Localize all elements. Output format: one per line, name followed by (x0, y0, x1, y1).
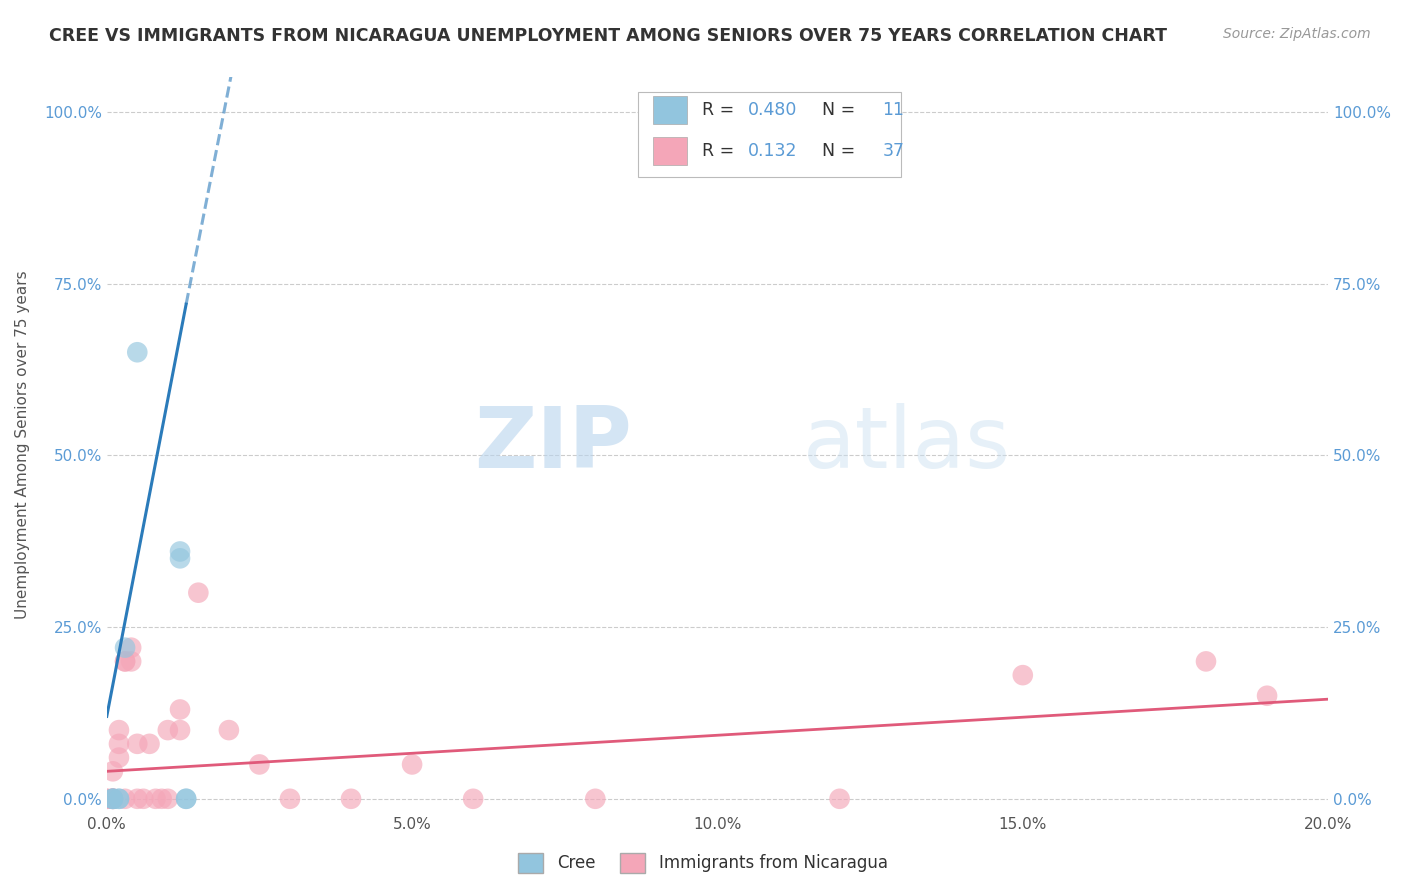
FancyBboxPatch shape (638, 92, 901, 177)
Point (828, 792, 851, 806)
Point (114, 654, 136, 668)
Point (169, 702, 191, 716)
Point (132, 792, 155, 806)
Point (463, 792, 485, 806)
Point (156, 723, 179, 737)
Point (169, 723, 191, 737)
Point (138, 737, 160, 751)
Point (127, 792, 149, 806)
Point (96, 792, 118, 806)
Point (169, 544, 191, 558)
Point (108, 792, 131, 806)
Point (114, 792, 136, 806)
Text: 0.132: 0.132 (748, 142, 797, 161)
Point (145, 792, 167, 806)
Point (169, 551, 191, 566)
Point (1195, 654, 1218, 668)
Text: atlas: atlas (803, 403, 1011, 486)
Point (174, 792, 197, 806)
Point (1011, 668, 1033, 682)
Point (174, 792, 197, 806)
Point (101, 792, 124, 806)
Point (1256, 689, 1278, 703)
Point (101, 792, 124, 806)
Y-axis label: Unemployment Among Seniors over 75 years: Unemployment Among Seniors over 75 years (15, 270, 30, 619)
Point (278, 792, 301, 806)
Point (249, 757, 271, 772)
Text: N =: N = (811, 101, 862, 119)
Text: 11: 11 (883, 101, 904, 119)
Point (187, 585, 209, 599)
Point (101, 792, 124, 806)
Point (101, 764, 124, 779)
Point (401, 757, 423, 772)
Text: N =: N = (811, 142, 862, 161)
Text: 0.480: 0.480 (748, 101, 797, 119)
Legend: Cree, Immigrants from Nicaragua: Cree, Immigrants from Nicaragua (512, 847, 894, 880)
Point (583, 792, 606, 806)
Text: CREE VS IMMIGRANTS FROM NICARAGUA UNEMPLOYMENT AMONG SENIORS OVER 75 YEARS CORRE: CREE VS IMMIGRANTS FROM NICARAGUA UNEMPL… (49, 27, 1167, 45)
Point (127, 737, 149, 751)
Point (340, 792, 363, 806)
Point (101, 792, 124, 806)
Point (120, 654, 142, 668)
Point (114, 640, 136, 655)
Point (127, 345, 149, 359)
Text: Source: ZipAtlas.com: Source: ZipAtlas.com (1223, 27, 1371, 41)
Text: 37: 37 (883, 142, 904, 161)
Point (101, 792, 124, 806)
Text: ZIP: ZIP (474, 403, 631, 486)
Point (156, 792, 179, 806)
Point (108, 750, 131, 764)
Point (101, 792, 124, 806)
Point (114, 654, 136, 668)
Point (150, 792, 173, 806)
Text: R =: R = (702, 101, 740, 119)
Text: R =: R = (702, 142, 740, 161)
Point (108, 737, 131, 751)
Point (101, 792, 124, 806)
Point (108, 723, 131, 737)
FancyBboxPatch shape (652, 137, 688, 165)
FancyBboxPatch shape (652, 95, 688, 124)
Point (218, 723, 240, 737)
Point (96, 792, 118, 806)
Point (108, 792, 131, 806)
Point (120, 640, 142, 655)
